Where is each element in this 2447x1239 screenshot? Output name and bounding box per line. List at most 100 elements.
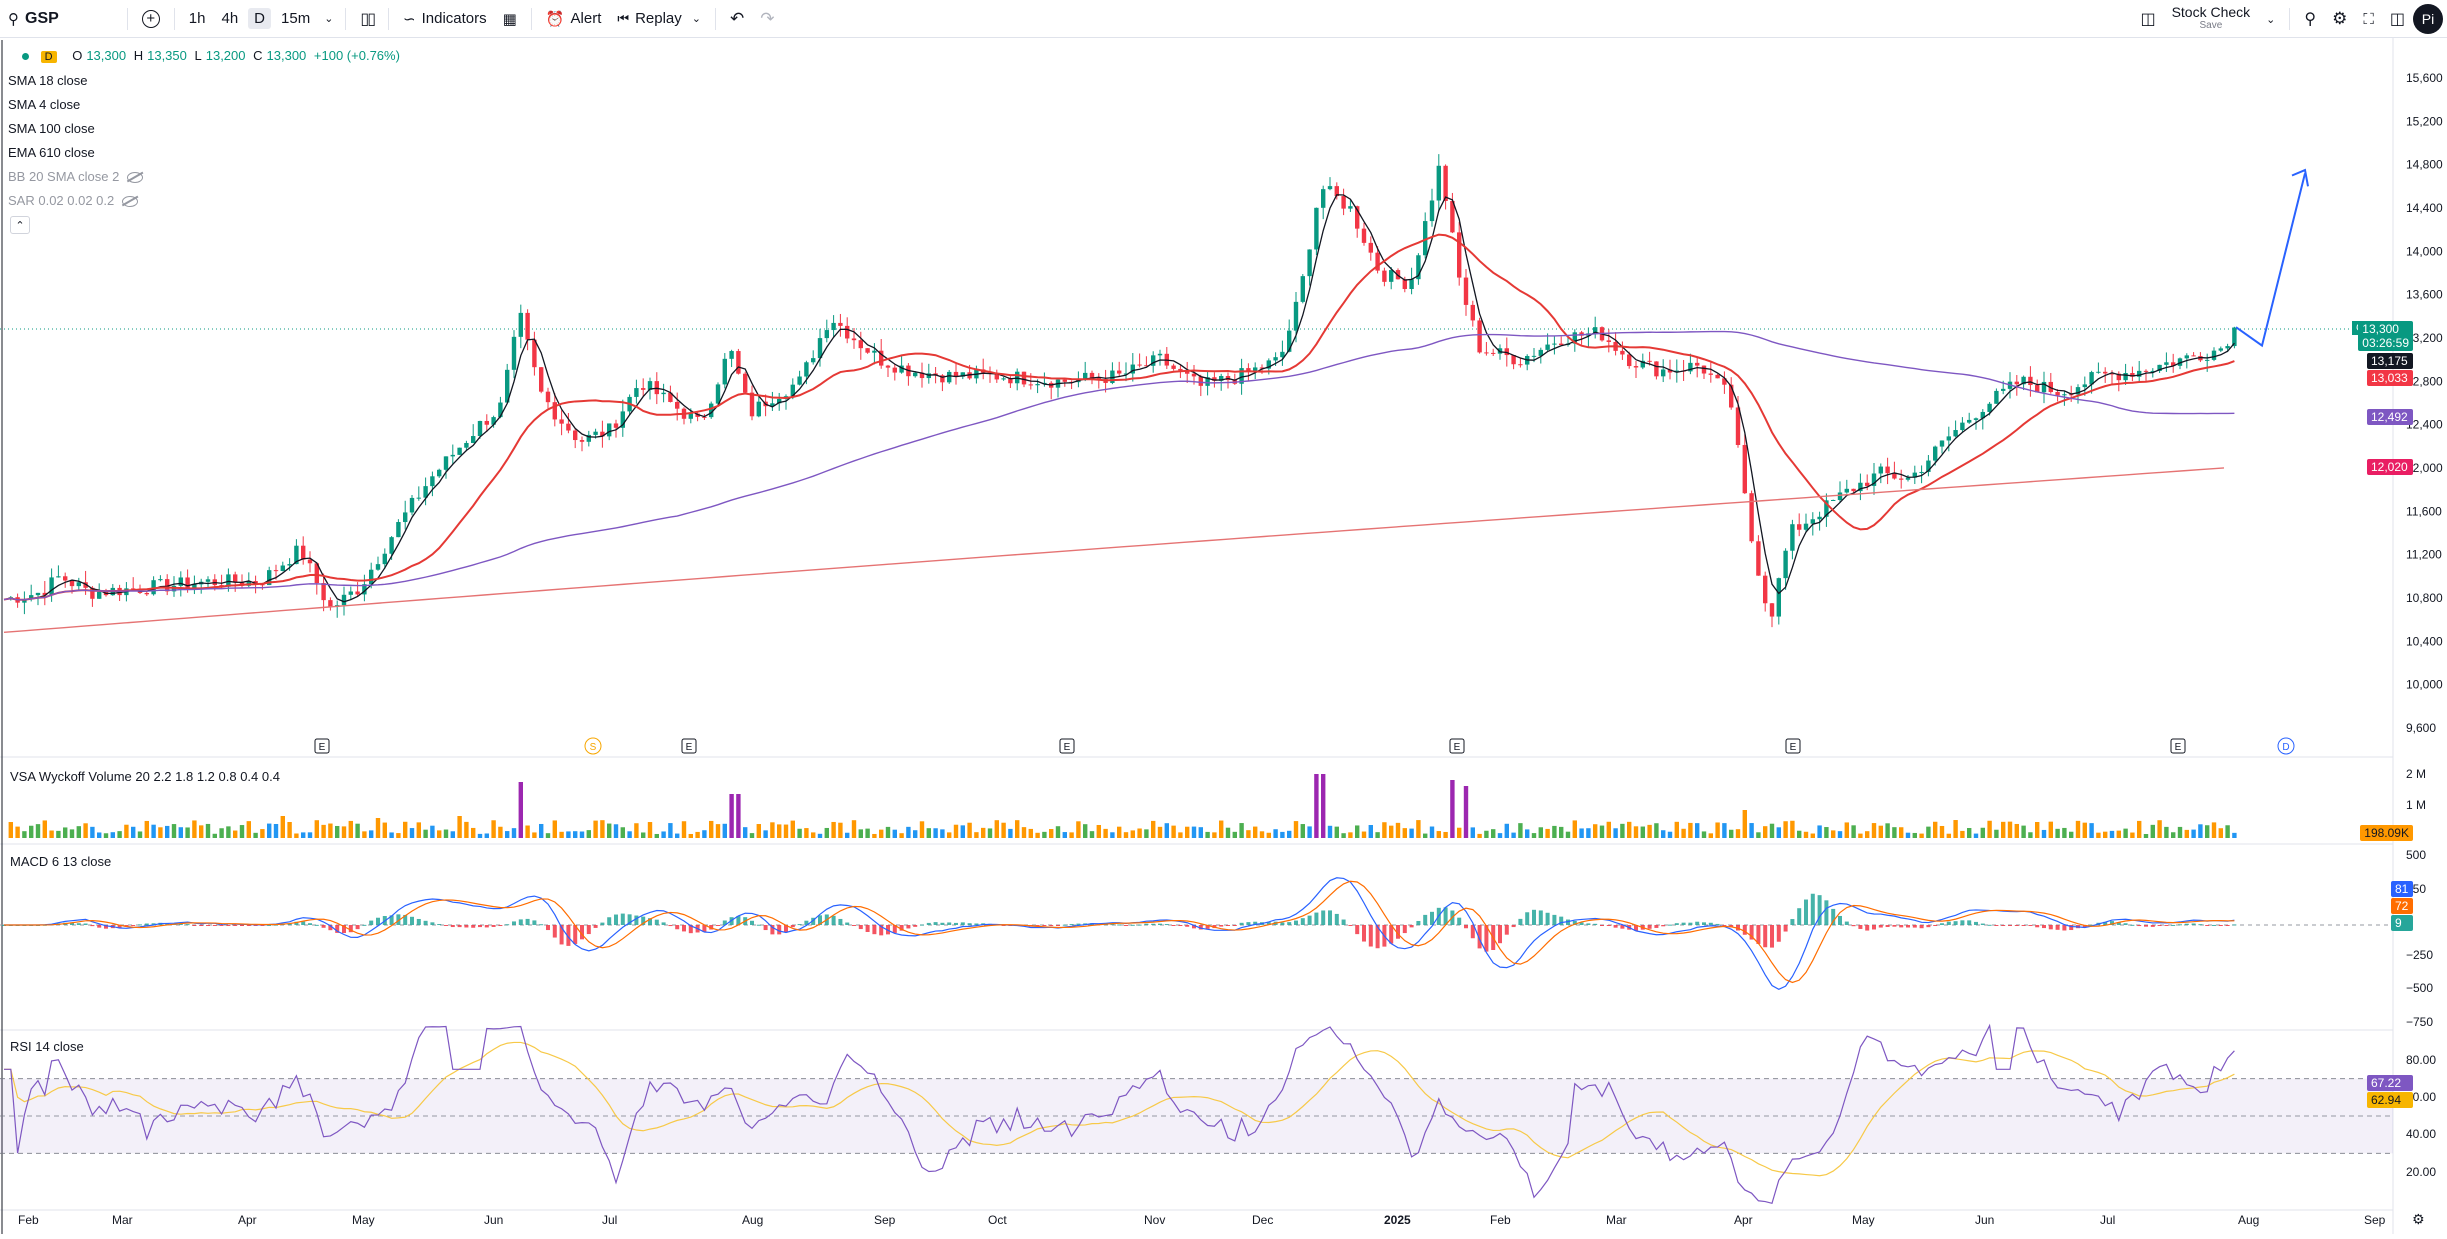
candle-body — [777, 398, 782, 404]
macd-hist-bar — [348, 925, 353, 933]
chevron-down-icon[interactable]: ⌄ — [324, 13, 334, 25]
indicator-legend-sma4[interactable]: SMA 4 close — [8, 97, 80, 112]
candle-body — [790, 384, 795, 397]
macd-hist-bar — [1661, 925, 1666, 927]
candle-body — [1871, 473, 1877, 486]
macd-hist-bar — [2218, 925, 2223, 926]
event-marker-box — [2170, 738, 2186, 754]
indicator-legend-ema610[interactable]: EMA 610 close — [8, 145, 95, 160]
candle — [1905, 475, 1911, 482]
candle — [348, 586, 353, 600]
volume-bar — [1457, 827, 1462, 838]
macd-hist-bar — [253, 925, 258, 926]
quick-search-button[interactable]: ⚲ — [2296, 0, 2324, 38]
avatar[interactable]: Pi — [2413, 4, 2443, 34]
volume-bar — [1899, 827, 1904, 838]
interval-15m[interactable]: 15m — [281, 10, 311, 27]
chart-area[interactable]: 15,600 15,200 14,800 14,400 14,000 13,600 13,2… — [0, 38, 2447, 1234]
macd-hist-bar — [1130, 924, 1135, 926]
volume-bar — [1049, 829, 1054, 838]
macd-hist-bar — [1566, 919, 1570, 925]
macd-hist-bar — [1702, 922, 1706, 925]
candle-body — [2211, 350, 2217, 360]
indicator-legend-sma18[interactable]: SMA 18 close — [8, 73, 88, 88]
candle-body — [1933, 446, 1938, 461]
candle-body — [76, 582, 81, 587]
macd-hist-bar — [2008, 925, 2012, 926]
candle — [892, 364, 897, 381]
event-marker-box — [1449, 738, 1465, 754]
interval-1h[interactable]: 1h — [188, 10, 206, 27]
indicator-params: 20 SMA close 2 — [28, 169, 120, 184]
interval-4h[interactable]: 4h — [221, 10, 239, 27]
templates-button[interactable]: ▦ — [495, 0, 525, 38]
candle — [1491, 348, 1496, 357]
volume-bar — [675, 833, 680, 838]
candle-body — [600, 431, 605, 437]
indicator-legend-bb[interactable]: BB 20 SMA close 2 — [8, 169, 144, 184]
macd-hist-bar — [2157, 925, 2162, 926]
macd-hist-bar — [620, 913, 625, 925]
indicator-legend-sma100[interactable]: SMA 100 close — [8, 121, 95, 136]
undo-button[interactable]: ↶ — [722, 0, 752, 38]
volume-bar — [613, 824, 619, 838]
candle-body — [2041, 381, 2047, 393]
volume-bar — [1878, 825, 1883, 838]
symbol-search[interactable]: ⚲ GSP — [0, 0, 67, 38]
snapshot-button[interactable]: ◫ — [2382, 0, 2413, 38]
volume-bar — [620, 827, 625, 838]
macd-hist-bar — [1885, 925, 1890, 928]
candle-body — [661, 392, 666, 395]
layout-menu-button[interactable]: ⌄ — [2258, 0, 2283, 38]
interval-d[interactable]: D — [248, 8, 272, 29]
price-tick-label: 15,600 — [2406, 71, 2443, 85]
candle — [641, 378, 646, 397]
macd-hist-bar — [892, 925, 897, 933]
macd-hist-bar — [294, 921, 299, 925]
compare-button[interactable]: + — [134, 0, 168, 38]
replay-button[interactable]: ⏮ Replay ⌄ — [609, 0, 709, 38]
volume-bar — [335, 825, 340, 838]
volume-bar — [804, 828, 809, 838]
collapse-legend-button[interactable]: ⌃ — [10, 216, 30, 234]
chart-type-button[interactable]: ▯▯ — [352, 0, 382, 38]
macd-hist-bar — [2055, 925, 2060, 930]
candle-body — [1348, 206, 1353, 209]
candle — [2211, 347, 2217, 362]
indicator-legend-sar[interactable]: SAR 0.02 0.02 0.2 — [8, 193, 139, 208]
volume-bar — [885, 826, 891, 838]
candle-body — [226, 574, 231, 587]
candle-body — [1185, 370, 1190, 374]
macd-hist-bar — [444, 925, 448, 926]
high-value: 13,350 — [147, 48, 187, 63]
candle — [906, 363, 911, 386]
candle — [280, 561, 285, 572]
macd-hist-bar — [1838, 915, 1842, 925]
macd-hist-bar — [1912, 925, 1917, 928]
candle-body — [1089, 372, 1095, 379]
candle — [926, 363, 931, 384]
indicator-name: SMA — [8, 97, 36, 112]
gear-icon[interactable]: ⚙ — [2412, 1211, 2425, 1227]
settings-button[interactable]: ⚙ — [2324, 0, 2355, 38]
chart-canvas[interactable]: 15,600 15,200 14,800 14,400 14,000 13,600 13,2… — [0, 38, 2447, 1234]
candle — [573, 428, 578, 449]
candle — [1633, 360, 1639, 378]
candle-body — [1967, 419, 1972, 423]
layout-button[interactable]: ◫ — [2132, 0, 2163, 38]
eye-hidden-icon[interactable] — [122, 196, 139, 208]
macd-hist-bar — [784, 925, 788, 933]
redo-button[interactable]: ↷ — [752, 0, 782, 38]
layout-save[interactable]: Stock Check Save — [2164, 0, 2259, 38]
candle — [1361, 222, 1367, 246]
eye-hidden-icon[interactable] — [127, 172, 144, 184]
indicators-button[interactable]: ∽ Indicators — [395, 0, 495, 38]
candle-body — [2096, 371, 2101, 373]
symbol-name: GSP — [25, 9, 59, 27]
fullscreen-button[interactable]: ⛶ — [2355, 0, 2382, 38]
macd-hist-bar — [1708, 922, 1713, 925]
candle-body — [1253, 367, 1258, 372]
alert-button[interactable]: ⏰ Alert — [538, 0, 610, 38]
macd-hist-bar — [2232, 924, 2237, 926]
candle-body — [2205, 359, 2210, 361]
